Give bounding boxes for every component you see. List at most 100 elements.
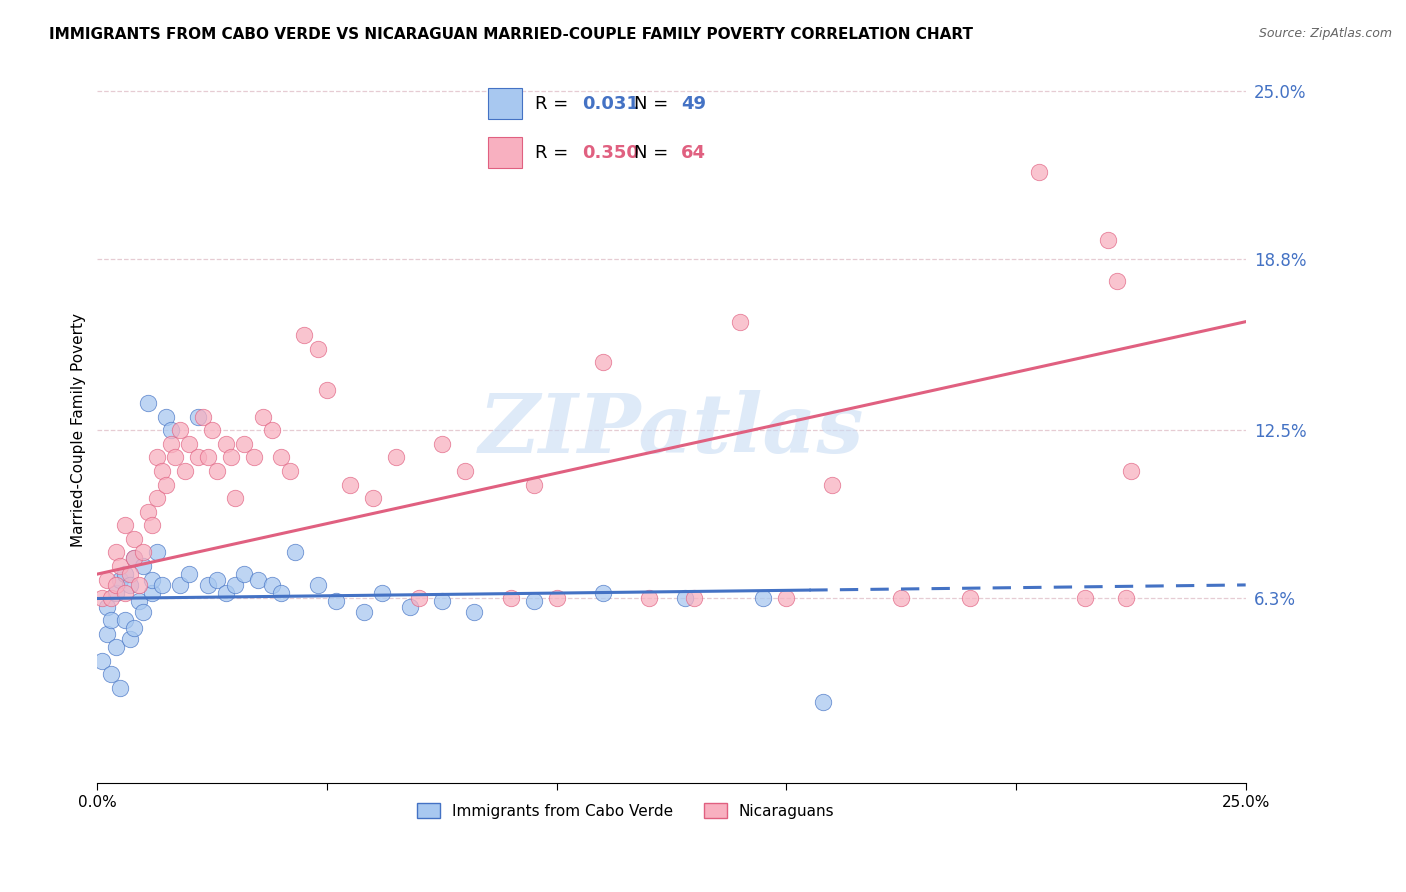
Point — [1115, 591, 1137, 606]
Point — [463, 605, 485, 619]
Bar — [488, 88, 522, 119]
Point — [128, 594, 150, 608]
Text: 0.350: 0.350 — [582, 144, 638, 161]
Point — [114, 518, 136, 533]
Point — [292, 328, 315, 343]
Point — [307, 578, 329, 592]
Point — [114, 586, 136, 600]
Point — [1097, 233, 1119, 247]
Bar — [488, 137, 522, 168]
Text: 64: 64 — [681, 144, 706, 161]
Point — [247, 573, 270, 587]
Point — [136, 396, 159, 410]
Point — [104, 545, 127, 559]
Point — [454, 464, 477, 478]
Point — [169, 423, 191, 437]
Point — [91, 591, 114, 606]
Text: Source: ZipAtlas.com: Source: ZipAtlas.com — [1258, 27, 1392, 40]
Text: 0.031: 0.031 — [582, 95, 638, 112]
Point — [1074, 591, 1097, 606]
Point — [890, 591, 912, 606]
Point — [96, 627, 118, 641]
Point — [169, 578, 191, 592]
Point — [673, 591, 696, 606]
Text: IMMIGRANTS FROM CABO VERDE VS NICARAGUAN MARRIED-COUPLE FAMILY POVERTY CORRELATI: IMMIGRANTS FROM CABO VERDE VS NICARAGUAN… — [49, 27, 973, 42]
Point — [233, 567, 256, 582]
Point — [179, 437, 201, 451]
Point — [361, 491, 384, 505]
Point — [430, 437, 453, 451]
Point — [215, 586, 238, 600]
Point — [150, 464, 173, 478]
Point — [811, 695, 834, 709]
Point — [307, 342, 329, 356]
Point — [146, 491, 169, 505]
Point — [430, 594, 453, 608]
Point — [205, 464, 228, 478]
Point — [260, 578, 283, 592]
Point — [100, 667, 122, 681]
Point — [146, 450, 169, 465]
Point — [592, 586, 614, 600]
Point — [197, 578, 219, 592]
Point — [173, 464, 195, 478]
Point — [224, 578, 246, 592]
Point — [1107, 274, 1129, 288]
Point — [252, 409, 274, 424]
Point — [959, 591, 981, 606]
Point — [278, 464, 301, 478]
Point — [128, 578, 150, 592]
Text: N =: N = — [634, 144, 673, 161]
Point — [160, 423, 183, 437]
Point — [187, 450, 209, 465]
Point — [224, 491, 246, 505]
Point — [155, 409, 177, 424]
Text: 49: 49 — [681, 95, 706, 112]
Point — [136, 505, 159, 519]
Point — [165, 450, 187, 465]
Point — [260, 423, 283, 437]
Point — [730, 315, 752, 329]
Point — [100, 591, 122, 606]
Point — [353, 605, 375, 619]
Point — [91, 654, 114, 668]
Point — [150, 578, 173, 592]
Point — [110, 573, 132, 587]
Point — [141, 573, 163, 587]
Point — [110, 681, 132, 695]
Point — [523, 477, 546, 491]
Point — [197, 450, 219, 465]
Point — [114, 567, 136, 582]
Point — [1119, 464, 1142, 478]
Text: N =: N = — [634, 95, 673, 112]
Point — [155, 477, 177, 491]
Point — [219, 450, 242, 465]
Point — [96, 573, 118, 587]
Point — [141, 518, 163, 533]
Point — [339, 477, 361, 491]
Point — [546, 591, 568, 606]
Point — [270, 586, 292, 600]
Point — [122, 550, 145, 565]
Point — [683, 591, 706, 606]
Point — [122, 532, 145, 546]
Point — [821, 477, 844, 491]
Point — [122, 621, 145, 635]
Point — [118, 632, 141, 647]
Y-axis label: Married-Couple Family Poverty: Married-Couple Family Poverty — [72, 313, 86, 547]
Point — [110, 558, 132, 573]
Point — [752, 591, 775, 606]
Legend: Immigrants from Cabo Verde, Nicaraguans: Immigrants from Cabo Verde, Nicaraguans — [411, 797, 841, 825]
Point — [637, 591, 659, 606]
Point — [325, 594, 347, 608]
Point — [96, 599, 118, 614]
Point — [205, 573, 228, 587]
Point — [215, 437, 238, 451]
Point — [104, 578, 127, 592]
Point — [242, 450, 264, 465]
Text: R =: R = — [536, 144, 574, 161]
Point — [270, 450, 292, 465]
Text: R =: R = — [536, 95, 574, 112]
Point — [398, 599, 420, 614]
Point — [284, 545, 307, 559]
